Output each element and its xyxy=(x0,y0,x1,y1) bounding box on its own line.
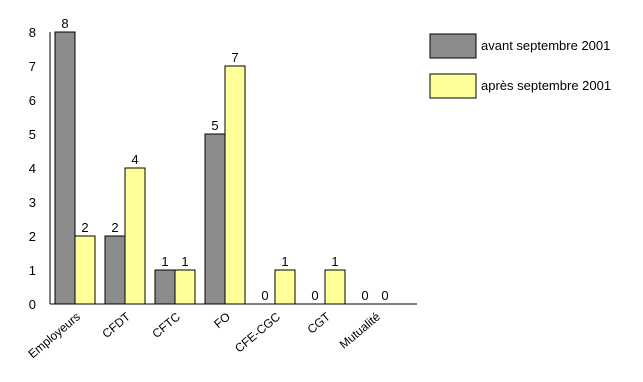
y-tick-label: 4 xyxy=(29,161,36,176)
category-label: FO xyxy=(211,310,233,331)
y-tick-label: 3 xyxy=(29,195,36,210)
bar xyxy=(274,269,296,305)
data-label: 1 xyxy=(281,254,288,269)
data-label: 0 xyxy=(261,288,268,303)
legend-swatch-apres xyxy=(429,73,477,99)
bar xyxy=(324,269,346,305)
legend-label-avant: avant septembre 2001 xyxy=(481,38,610,53)
data-label: 8 xyxy=(61,16,68,31)
data-label: 5 xyxy=(211,118,218,133)
bar xyxy=(104,235,126,305)
data-label: 1 xyxy=(181,254,188,269)
data-label: 2 xyxy=(111,220,118,235)
category-label: CFE-CGC xyxy=(232,309,283,355)
y-tick-label: 8 xyxy=(29,25,36,40)
y-axis-ticks: 0 1 2 3 4 5 6 7 8 xyxy=(29,25,36,312)
data-label: 4 xyxy=(131,152,138,167)
bars xyxy=(54,31,346,305)
category-label: CFTC xyxy=(149,309,183,341)
y-tick-label: 7 xyxy=(29,59,36,74)
y-tick-label: 1 xyxy=(29,263,36,278)
y-tick-label: 2 xyxy=(29,229,36,244)
y-tick-label: 5 xyxy=(29,127,36,142)
category-labels: Employeurs CFDT CFTC FO CFE-CGC CGT Mutualité xyxy=(25,309,383,361)
bar xyxy=(174,269,196,305)
legend-swatch-avant xyxy=(429,33,477,59)
data-label: 1 xyxy=(161,254,168,269)
data-label: 0 xyxy=(311,288,318,303)
y-tick-label: 0 xyxy=(29,297,36,312)
data-label: 0 xyxy=(381,288,388,303)
data-label: 2 xyxy=(81,220,88,235)
category-label: Mutualité xyxy=(337,309,384,351)
bar xyxy=(224,65,246,305)
category-label: CGT xyxy=(305,309,334,336)
legend: avant septembre 2001 après septembre 200… xyxy=(429,33,611,99)
data-label: 0 xyxy=(361,288,368,303)
bar xyxy=(74,235,96,305)
bar xyxy=(54,31,76,305)
bar xyxy=(154,269,176,305)
category-label: Employeurs xyxy=(25,310,83,361)
bar xyxy=(124,167,146,305)
data-label: 7 xyxy=(231,50,238,65)
legend-label-apres: après septembre 2001 xyxy=(481,78,611,93)
data-label: 1 xyxy=(331,254,338,269)
bar xyxy=(204,133,226,305)
y-tick-label: 6 xyxy=(29,93,36,108)
category-label: CFDT xyxy=(99,309,133,341)
